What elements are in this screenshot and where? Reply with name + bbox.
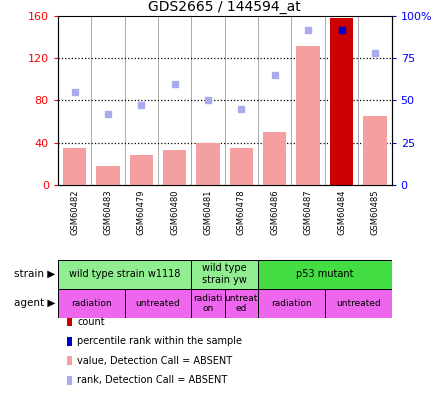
Bar (163, 150, 186, 185)
FancyBboxPatch shape (191, 289, 225, 318)
Bar (330, 18, 353, 185)
FancyBboxPatch shape (258, 260, 392, 289)
Text: percentile rank within the sample: percentile rank within the sample (77, 337, 243, 346)
Text: radiation: radiation (271, 299, 312, 308)
Text: rank, Detection Call = ABSENT: rank, Detection Call = ABSENT (77, 375, 228, 385)
Bar (263, 132, 287, 185)
Text: p53 mutant: p53 mutant (296, 269, 354, 279)
Text: strain ▶: strain ▶ (14, 269, 56, 279)
FancyBboxPatch shape (125, 289, 191, 318)
Bar (129, 155, 153, 185)
Text: untreated: untreated (136, 299, 180, 308)
FancyBboxPatch shape (225, 289, 258, 318)
Text: untreat
ed: untreat ed (225, 294, 258, 313)
Bar (96, 166, 120, 185)
Bar (63, 148, 86, 185)
Bar (363, 116, 387, 185)
FancyBboxPatch shape (258, 289, 325, 318)
Text: agent ▶: agent ▶ (14, 298, 56, 308)
Text: radiati
on: radiati on (193, 294, 223, 313)
Text: radiation: radiation (71, 299, 112, 308)
Text: wild type strain w1118: wild type strain w1118 (69, 269, 180, 279)
Bar (296, 46, 320, 185)
Text: untreated: untreated (336, 299, 380, 308)
FancyBboxPatch shape (58, 260, 191, 289)
Text: count: count (77, 317, 105, 327)
Title: GDS2665 / 144594_at: GDS2665 / 144594_at (148, 0, 301, 14)
FancyBboxPatch shape (325, 289, 392, 318)
FancyBboxPatch shape (191, 260, 258, 289)
FancyBboxPatch shape (58, 289, 125, 318)
Bar (196, 143, 220, 185)
Text: value, Detection Call = ABSENT: value, Detection Call = ABSENT (77, 356, 233, 366)
Text: wild type
strain yw: wild type strain yw (202, 263, 247, 285)
Bar (230, 148, 253, 185)
